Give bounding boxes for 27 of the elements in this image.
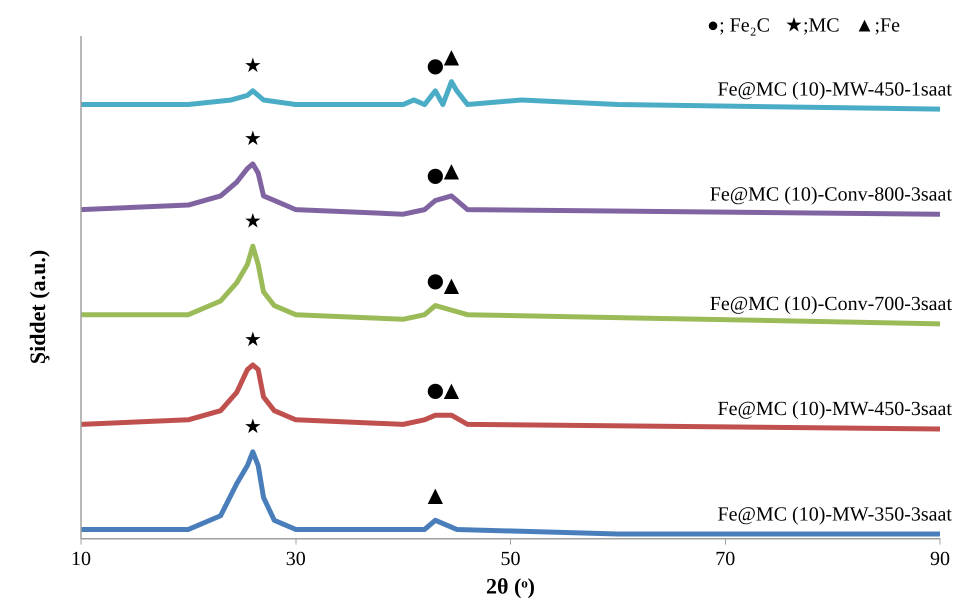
annotation: ▲	[444, 272, 460, 296]
annotation: ★	[244, 208, 262, 232]
x-axis-title: 2θ (ᵒ)	[486, 573, 535, 598]
annotation: ★	[244, 126, 262, 150]
annotation: ★	[244, 327, 262, 352]
annotation: ▲	[444, 44, 460, 68]
x-tick-label: 90	[930, 548, 950, 570]
annotation: ●	[426, 162, 444, 187]
annotation: ▲	[428, 482, 444, 507]
x-tick-label: 50	[500, 548, 520, 570]
annotation: ★	[244, 414, 262, 438]
annotation: ●	[426, 268, 444, 292]
annotation: ★	[244, 53, 262, 78]
x-tick-label: 30	[286, 548, 306, 570]
annotation: ▲	[444, 377, 460, 402]
x-tick-label: 10	[71, 548, 91, 570]
annotation: ▲	[444, 158, 460, 182]
text: ●; Fe₂C ★;MC ▲;Fe	[707, 14, 900, 36]
annotation: ●	[426, 53, 444, 78]
series-label: Fe@MC (10)-MW-450-1saat	[718, 78, 952, 100]
x-tick-label: 70	[715, 548, 736, 570]
series-label: Fe@MC (10)-MW-450-3saat	[718, 398, 952, 420]
series-label: Fe@MC (10)-Conv-800-3saat	[710, 183, 952, 206]
annotation: ●	[426, 377, 444, 402]
series-label: Fe@MC (10)-MW-350-3saat	[718, 503, 952, 526]
y-axis-title: Şiddet (a.u.)	[25, 249, 51, 364]
series-label: Fe@MC (10)-Conv-700-3saat	[710, 293, 952, 316]
